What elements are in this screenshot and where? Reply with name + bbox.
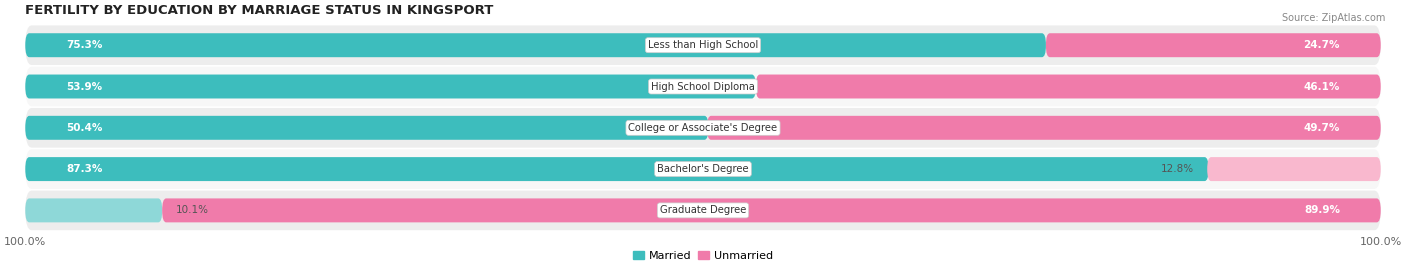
Text: 10.1%: 10.1% xyxy=(176,206,208,215)
Text: 50.4%: 50.4% xyxy=(66,123,103,133)
FancyBboxPatch shape xyxy=(25,190,1381,230)
Legend: Married, Unmarried: Married, Unmarried xyxy=(628,246,778,266)
Text: FERTILITY BY EDUCATION BY MARRIAGE STATUS IN KINGSPORT: FERTILITY BY EDUCATION BY MARRIAGE STATU… xyxy=(25,4,494,17)
FancyBboxPatch shape xyxy=(25,108,1381,148)
FancyBboxPatch shape xyxy=(1046,33,1381,57)
Text: Source: ZipAtlas.com: Source: ZipAtlas.com xyxy=(1281,13,1385,23)
FancyBboxPatch shape xyxy=(25,33,1046,57)
FancyBboxPatch shape xyxy=(25,149,1381,189)
FancyBboxPatch shape xyxy=(25,67,1381,106)
Text: Bachelor's Degree: Bachelor's Degree xyxy=(657,164,749,174)
FancyBboxPatch shape xyxy=(25,157,1209,181)
FancyBboxPatch shape xyxy=(25,75,756,98)
Text: Less than High School: Less than High School xyxy=(648,40,758,50)
Text: 24.7%: 24.7% xyxy=(1303,40,1340,50)
Text: Graduate Degree: Graduate Degree xyxy=(659,206,747,215)
FancyBboxPatch shape xyxy=(162,199,1381,222)
FancyBboxPatch shape xyxy=(707,116,1381,140)
Text: College or Associate's Degree: College or Associate's Degree xyxy=(628,123,778,133)
FancyBboxPatch shape xyxy=(25,116,709,140)
FancyBboxPatch shape xyxy=(25,25,1381,65)
Text: 12.8%: 12.8% xyxy=(1160,164,1194,174)
Text: High School Diploma: High School Diploma xyxy=(651,82,755,91)
FancyBboxPatch shape xyxy=(756,75,1381,98)
FancyBboxPatch shape xyxy=(1208,157,1381,181)
Text: 87.3%: 87.3% xyxy=(66,164,103,174)
Text: 53.9%: 53.9% xyxy=(66,82,103,91)
Text: 89.9%: 89.9% xyxy=(1303,206,1340,215)
Text: 46.1%: 46.1% xyxy=(1303,82,1340,91)
Text: 75.3%: 75.3% xyxy=(66,40,103,50)
FancyBboxPatch shape xyxy=(25,199,162,222)
Text: 49.7%: 49.7% xyxy=(1303,123,1340,133)
